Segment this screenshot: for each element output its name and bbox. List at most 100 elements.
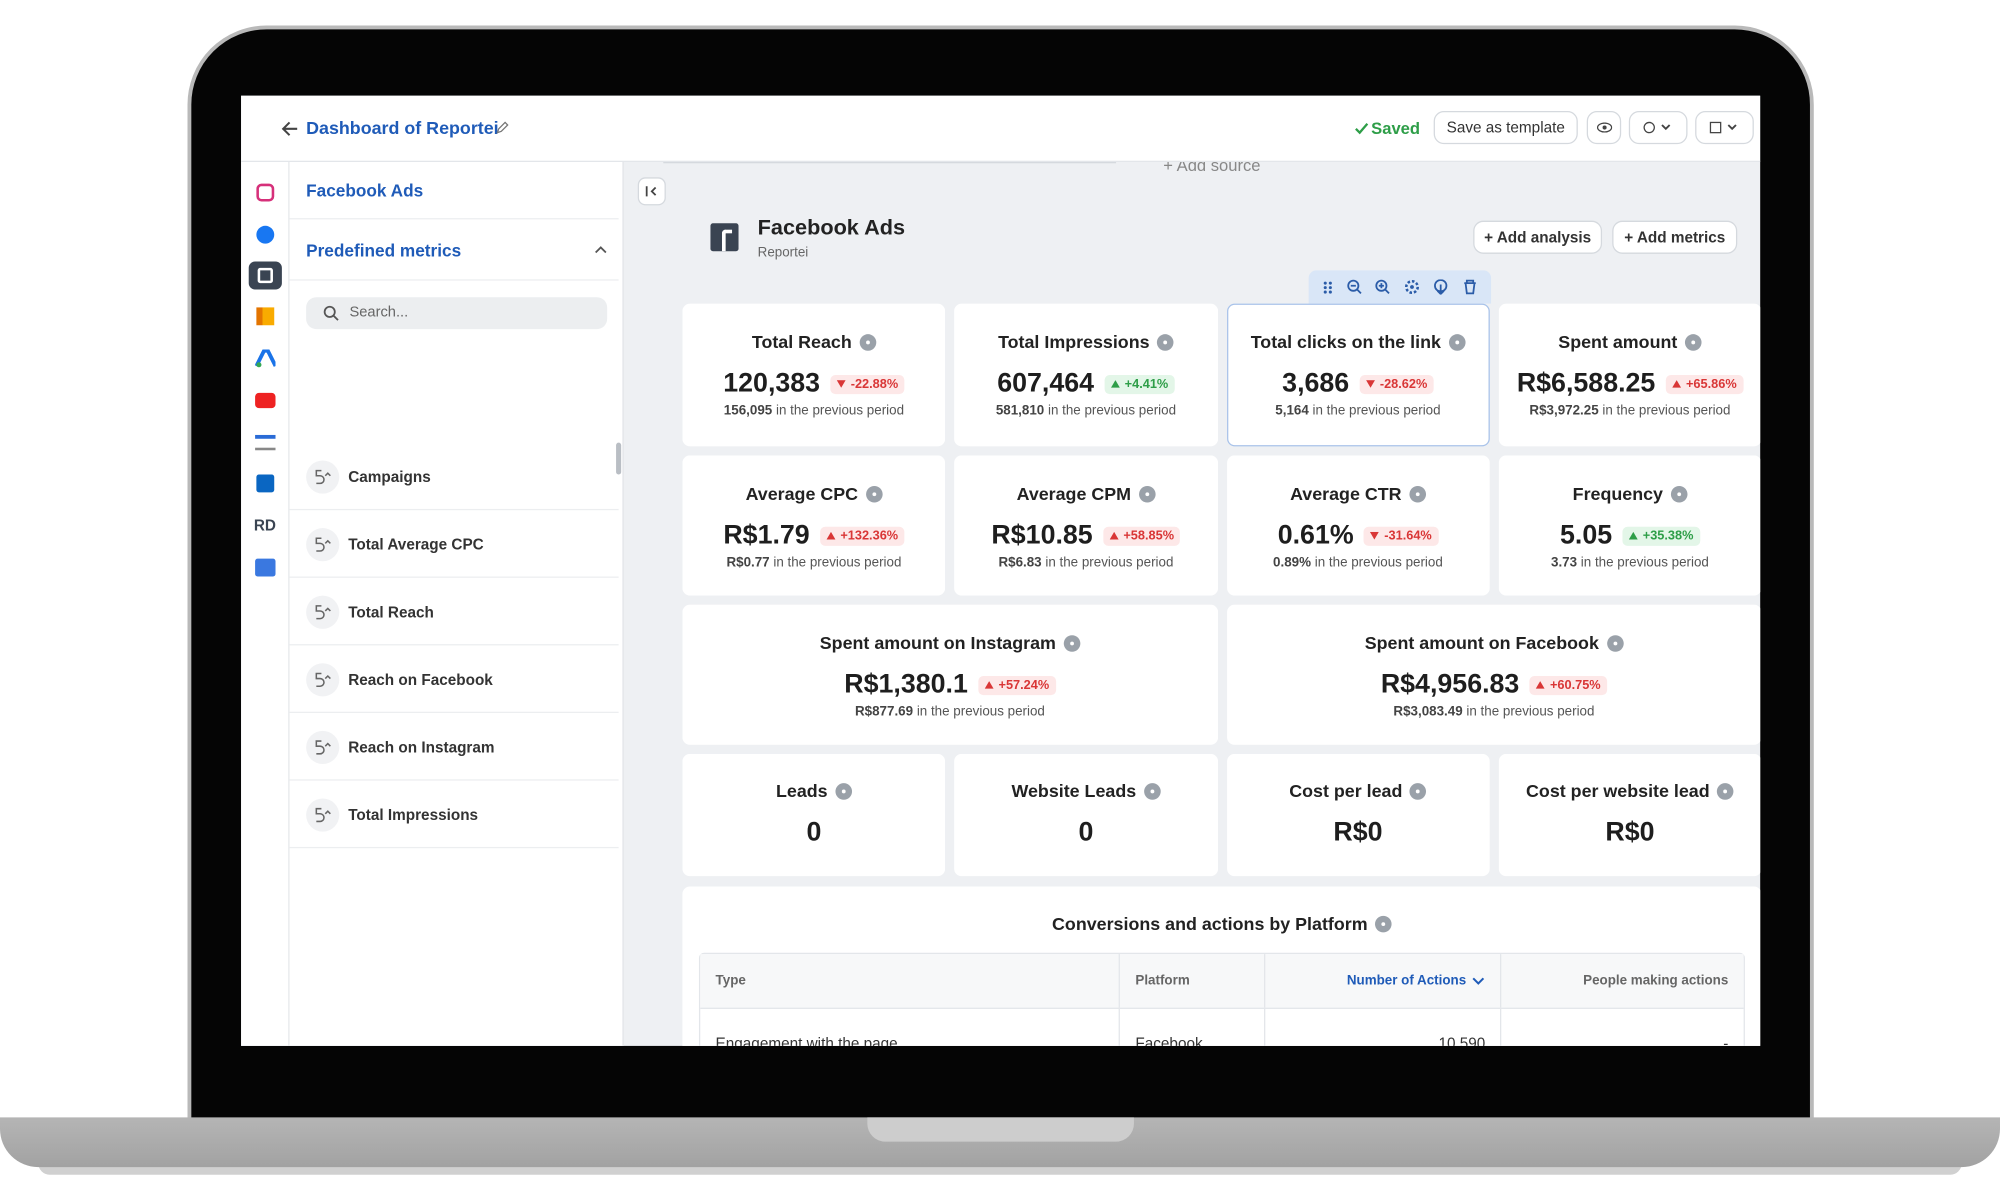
help-icon[interactable] [1375, 915, 1392, 932]
rd-icon[interactable]: RD [253, 516, 276, 535]
metric-card[interactable]: Spent amount R$6,588.25 +65.86% R$3,972.25 … [1498, 303, 1761, 447]
card-value-row: R$1.79 +132.36% [684, 520, 945, 551]
metric-card[interactable]: Average CPM R$10.85 +58.85% R$6.83 in the p… [954, 455, 1218, 596]
saved-status: Saved [1371, 118, 1421, 138]
help-icon[interactable] [865, 485, 883, 502]
help-icon[interactable] [1717, 782, 1734, 800]
metric-card[interactable]: Spent amount on Facebook R$4,956.83 +60.75… [1226, 604, 1761, 745]
previous-row: 581,810 in the previous period [956, 403, 1217, 418]
column-header[interactable]: Type [700, 954, 1121, 1008]
share-button[interactable] [1695, 110, 1754, 145]
change-badge: -22.88% [830, 374, 905, 394]
metric-card[interactable]: Cost per lead R$0 [1226, 753, 1490, 877]
google-ads-icon[interactable] [255, 349, 276, 368]
help-icon[interactable] [859, 333, 876, 351]
cell-text: - [1723, 1034, 1729, 1046]
metric-card[interactable]: Spent amount on Instagram R$1,380.1 +57.24… [682, 604, 1218, 745]
edit-icon[interactable] [495, 120, 510, 135]
collapse-chevron[interactable] [594, 245, 607, 254]
help-icon[interactable] [1410, 782, 1427, 800]
business-icon[interactable] [255, 558, 276, 577]
back-icon[interactable] [281, 120, 299, 138]
column-header[interactable]: People making actions [1502, 954, 1744, 1008]
card-title-row: Total Reach [684, 332, 945, 352]
card-value: 0 [806, 817, 822, 847]
scrollbar[interactable] [616, 442, 622, 475]
dashboard-title[interactable]: Dashboard of Reportei [306, 117, 499, 138]
metric-card[interactable]: Average CPC R$1.79 +132.36% R$0.77 in the p… [682, 455, 946, 596]
delete-icon[interactable] [1463, 279, 1477, 295]
metric-card[interactable]: Website Leads 0 [954, 753, 1218, 877]
metric-item-label: Reach on Instagram [348, 738, 495, 757]
card-toolbar [1308, 270, 1492, 304]
metric-card[interactable]: Total Impressions 607,464 +4.41% 581,810 in… [954, 303, 1218, 447]
settings-icon[interactable] [1404, 279, 1419, 295]
previous-value: 0.89% [1273, 554, 1312, 571]
metric-item[interactable]: Total Impressions [289, 781, 619, 849]
card-title: Average CPM [1016, 483, 1132, 504]
metric-card[interactable]: Total clicks on the link 3,686 -28.62% 5,16… [1226, 303, 1490, 447]
metric-item-label: Reach on Facebook [348, 670, 493, 689]
change-badge: +65.86% [1665, 374, 1744, 394]
drag-icon[interactable] [1323, 280, 1333, 294]
card-value-row: 0 [956, 818, 1217, 849]
metric-card[interactable]: Total Reach 120,383 -22.88% 156,095 in the … [682, 303, 946, 447]
help-icon[interactable] [1063, 634, 1081, 652]
help-icon[interactable] [1685, 333, 1702, 351]
metric-card[interactable]: Cost per website lead R$0 [1498, 753, 1761, 877]
card-title: Average CPC [745, 483, 859, 504]
metric-item[interactable]: Total Average CPC [289, 510, 619, 578]
zoom-out-icon[interactable] [1347, 279, 1362, 294]
zoom-in-icon[interactable] [1375, 279, 1390, 294]
instagram-icon[interactable] [256, 183, 275, 202]
metric-card[interactable]: Average CTR 0.61% -31.64% 0.89% in the prev… [1226, 455, 1490, 596]
metric-card[interactable]: Leads 0 [682, 753, 946, 877]
metric-item[interactable]: Campaigns [289, 443, 619, 511]
facebook-icon[interactable] [256, 225, 275, 244]
analytics-icon[interactable] [256, 307, 275, 326]
metric-item[interactable]: Reach on Facebook [289, 645, 619, 714]
metric-card[interactable]: Frequency 5.05 +35.38% 3.73 in the previous… [1498, 455, 1761, 596]
metric-item[interactable]: Total Reach [289, 578, 619, 646]
card-value-row: 3,686 -28.62% [1228, 369, 1489, 400]
cell-text: Facebook [1135, 1034, 1203, 1046]
previous-value: R$0.77 [726, 554, 770, 571]
sidebar-source: Facebook Ads [306, 181, 424, 201]
previous-suffix: in the previous period [1312, 403, 1441, 419]
section-title[interactable]: Predefined metrics [306, 241, 462, 261]
previous-row: 5,164 in the previous period [1228, 403, 1489, 418]
column-header[interactable]: Platform [1120, 954, 1266, 1008]
change-badge: -28.62% [1359, 374, 1434, 394]
help-icon[interactable] [1157, 333, 1174, 351]
help-icon[interactable] [1409, 485, 1426, 502]
help-icon[interactable] [1606, 634, 1624, 652]
column-header[interactable]: Number of Actions [1265, 954, 1502, 1008]
download-button[interactable] [1628, 110, 1688, 145]
help-icon[interactable] [1143, 782, 1161, 800]
add-metrics-button[interactable]: + Add metrics [1612, 220, 1738, 254]
youtube-icon[interactable] [255, 392, 276, 409]
search-box[interactable]: Search... [306, 297, 608, 330]
source-title: Facebook Ads [757, 215, 906, 240]
card-value-row: 607,464 +4.41% [956, 369, 1217, 400]
linkedin-icon[interactable] [256, 474, 275, 493]
card-title: Spent amount [1558, 331, 1678, 353]
download-icon[interactable] [1433, 279, 1450, 295]
search-console-icon[interactable] [255, 434, 276, 451]
add-analysis-button[interactable]: + Add analysis [1473, 220, 1603, 254]
collapse-button[interactable] [637, 177, 666, 206]
metric-item[interactable]: Reach on Instagram [289, 713, 619, 781]
card-value: R$4,956.83 [1380, 669, 1520, 699]
metric-row: Leads 0 Website Leads 0 Cost per lead R$0 Cost… [682, 753, 1761, 877]
help-icon[interactable] [1138, 485, 1156, 502]
facebook-ads-icon[interactable] [248, 261, 282, 290]
previous-value: 156,095 [723, 403, 773, 419]
help-icon[interactable] [835, 782, 852, 800]
help-icon[interactable] [1670, 485, 1688, 502]
preview-button[interactable] [1586, 110, 1622, 145]
help-icon[interactable] [1448, 333, 1466, 351]
sort-icon[interactable] [1473, 976, 1486, 985]
trend-arrow [1535, 681, 1545, 689]
save-template-button[interactable]: Save as template [1433, 110, 1578, 145]
change-badge: -31.64% [1363, 526, 1439, 546]
